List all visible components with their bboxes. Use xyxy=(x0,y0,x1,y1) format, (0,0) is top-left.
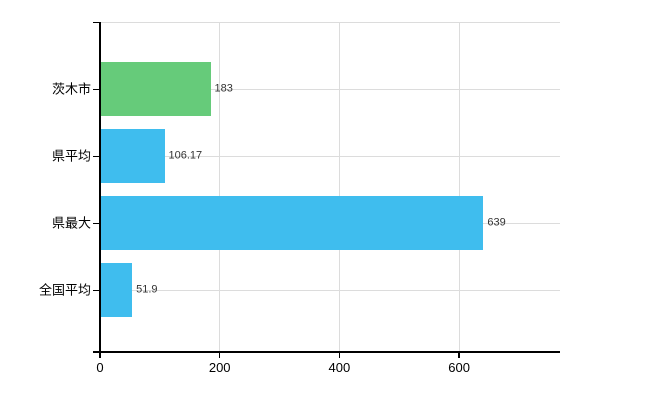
vertical-gridline xyxy=(338,22,340,352)
x-axis-tick xyxy=(218,353,221,358)
vertical-gridline xyxy=(458,22,460,352)
category-label: 県平均 xyxy=(51,148,91,164)
vertical-gridline xyxy=(219,22,221,352)
bar xyxy=(101,62,211,116)
horizontal-gridline xyxy=(100,88,560,90)
y-axis-tick xyxy=(93,88,100,90)
bar-value-label: 106.17 xyxy=(168,149,203,162)
y-axis-tick xyxy=(93,289,100,291)
x-axis-tick xyxy=(338,353,341,358)
x-axis xyxy=(93,351,560,353)
y-axis-tick xyxy=(93,222,100,224)
x-tick-label: 400 xyxy=(328,360,351,375)
y-axis-tick xyxy=(93,21,100,23)
category-label: 県最大 xyxy=(51,215,91,231)
x-tick-label: 600 xyxy=(448,360,470,375)
bar-value-label: 639 xyxy=(487,216,506,229)
horizontal-gridline xyxy=(100,155,560,157)
x-axis-tick xyxy=(458,353,460,358)
horizontal-gridline xyxy=(100,21,560,23)
x-tick-label: 0 xyxy=(96,360,104,375)
x-tick-label: 200 xyxy=(208,360,231,375)
y-axis-tick xyxy=(93,155,100,157)
bar xyxy=(101,129,165,183)
y-axis xyxy=(99,22,101,357)
bar-value-label: 183 xyxy=(214,82,233,95)
x-axis-tick xyxy=(99,353,101,358)
horizontal-gridline xyxy=(100,289,560,291)
bar-value-label: 51.9 xyxy=(136,283,158,296)
bar xyxy=(101,196,484,250)
bar xyxy=(101,263,133,317)
category-label: 全国平均 xyxy=(38,282,91,298)
category-label: 茨木市 xyxy=(51,81,91,97)
